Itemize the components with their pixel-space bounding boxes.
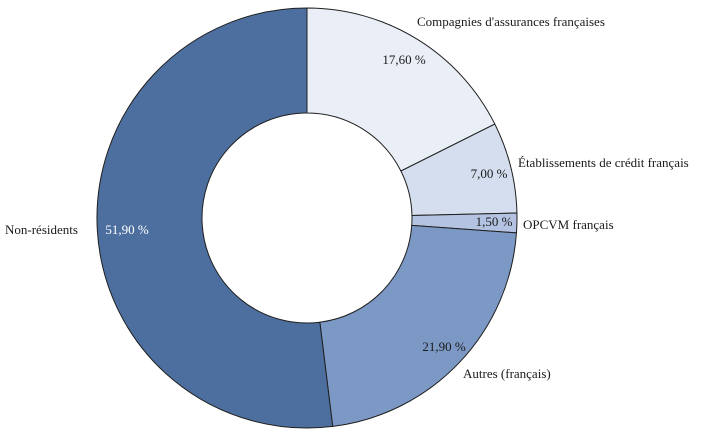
category-label-non-residents: Non-résidents [5,222,78,237]
donut-slice-3 [319,224,518,427]
category-label-opcvm: OPCVM français [523,217,614,232]
donut-slice-0 [306,7,496,172]
donut-slice-4 [96,7,334,429]
value-label-non-residents: 51,90 % [105,222,149,237]
value-label-etablissements: 7,00 % [470,166,508,181]
value-label-autres: 21,90 % [422,339,466,354]
category-label-etablissements: Établissements de crédit français [518,155,689,170]
category-label-compagnies: Compagnies d'assurances françaises [417,14,605,29]
value-label-opcvm: 1,50 % [475,214,513,229]
category-label-autres: Autres (français) [463,366,551,381]
value-label-compagnies: 17,60 % [382,52,426,67]
